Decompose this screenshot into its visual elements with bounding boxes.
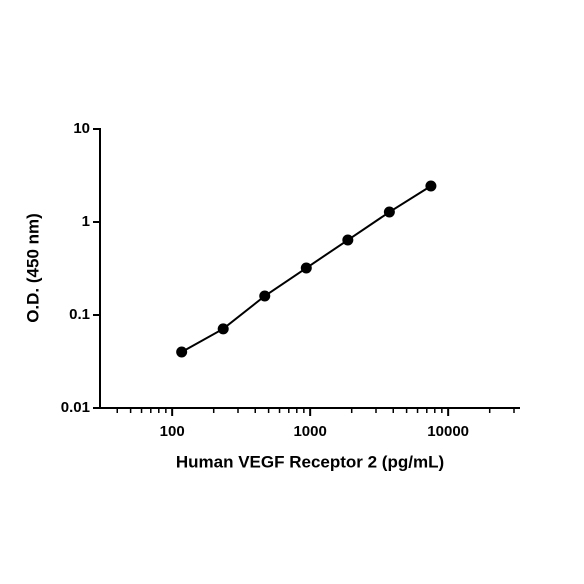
data-point	[176, 346, 188, 358]
data-point	[300, 262, 312, 274]
x-tick-label: 100	[160, 423, 185, 440]
y-tick-label: 10	[73, 120, 90, 137]
x-axis-label: Human VEGF Receptor 2 (pg/mL)	[176, 452, 444, 471]
y-tick-label: 0.1	[69, 306, 90, 323]
y-axis-label: O.D. (450 nm)	[23, 213, 42, 323]
x-tick-label: 1000	[293, 423, 326, 440]
y-tick-label: 0.01	[61, 399, 90, 416]
y-tick-label: 1	[82, 213, 90, 230]
x-tick-label: 10000	[427, 423, 469, 440]
data-point	[425, 180, 437, 192]
data-point	[383, 206, 395, 218]
data-point	[259, 290, 271, 302]
data-point	[342, 234, 354, 246]
data-point	[217, 323, 229, 335]
